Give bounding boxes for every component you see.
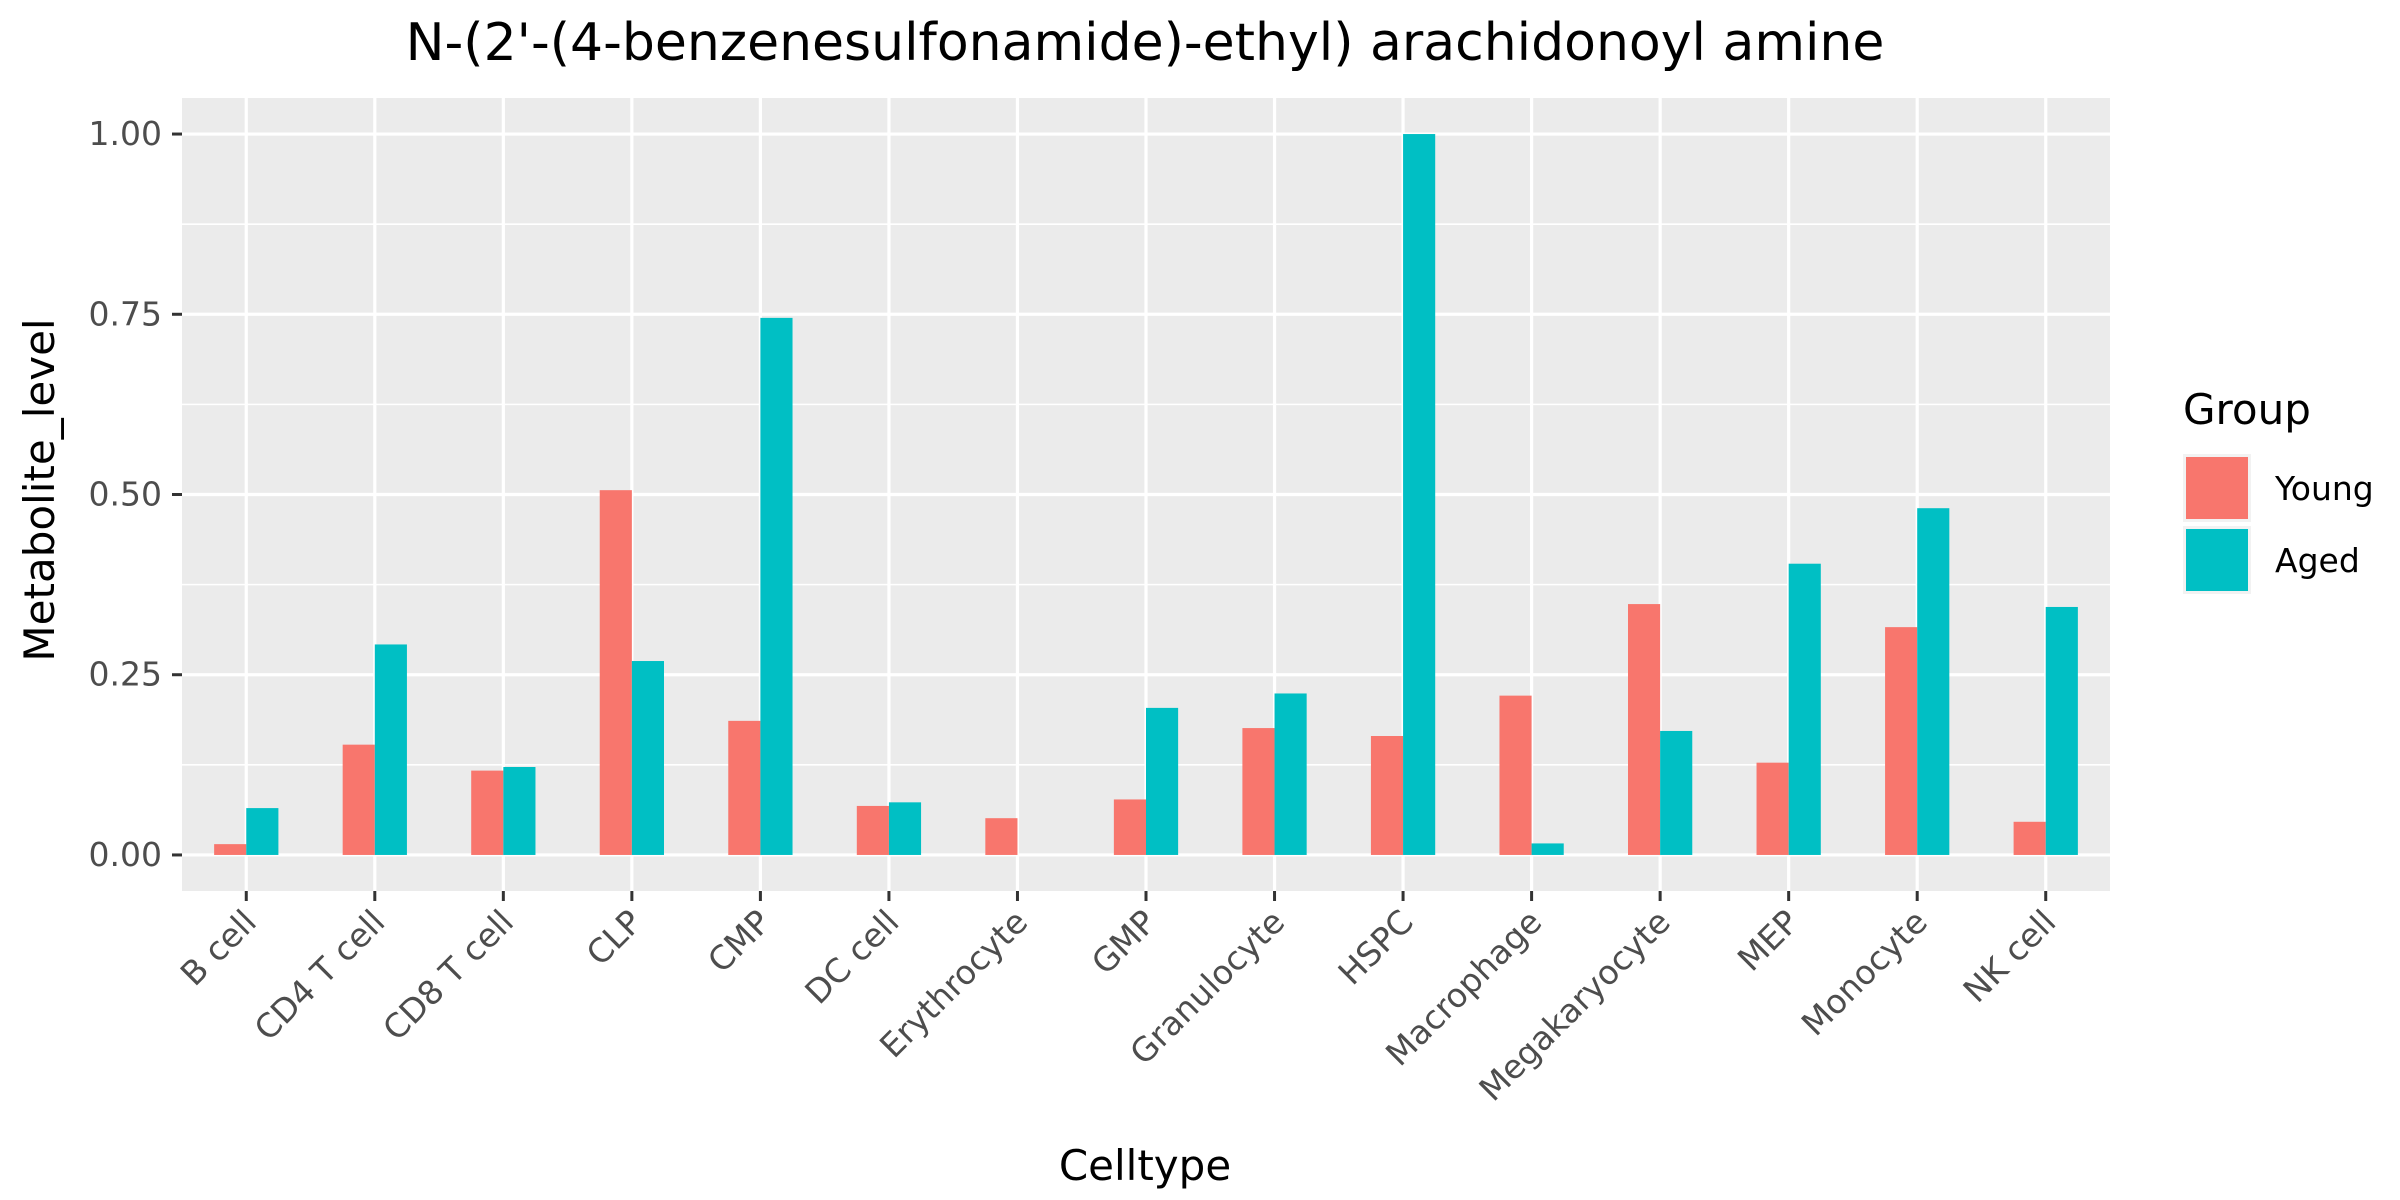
bar-aged-macrophage	[1531, 843, 1564, 855]
bar-young-cmp	[728, 720, 761, 855]
bar-young-erythrocyte	[985, 818, 1018, 855]
x-tick-label: Monocyte	[1794, 902, 1935, 1043]
x-axis-title: Celltype	[1059, 1141, 1231, 1190]
bar-aged-nk-cell	[2045, 606, 2078, 855]
y-tick-label: 0.25	[89, 655, 162, 694]
y-tick-label: 1.00	[89, 114, 162, 153]
bar-young-nk-cell	[2013, 821, 2046, 855]
bar-aged-b-cell	[246, 808, 279, 855]
bar-young-mep	[1756, 762, 1789, 855]
legend: Group Young Aged	[2183, 385, 2374, 594]
x-tick-label: NK cell	[1955, 902, 2063, 1010]
bar-young-macrophage	[1499, 695, 1532, 855]
x-tick-label: B cell	[173, 902, 264, 993]
bar-young-granulocyte	[1242, 728, 1275, 855]
y-tick-label: 0.50	[89, 475, 162, 514]
bar-young-b-cell	[214, 844, 247, 855]
bar-aged-hspc	[1403, 134, 1436, 855]
bar-young-cd4-t-cell	[342, 744, 375, 855]
bar-aged-cd8-t-cell	[503, 767, 536, 855]
bar-aged-mep	[1788, 563, 1821, 855]
bar-young-clp	[599, 490, 632, 855]
legend-swatch-young	[2186, 457, 2248, 519]
bar-young-hspc	[1370, 736, 1404, 855]
y-axis-title: Metabolite_level	[15, 318, 64, 661]
y-tick-label: 0.00	[89, 835, 162, 874]
bar-young-dc-cell	[856, 805, 889, 855]
bar-aged-monocyte	[1917, 508, 1950, 855]
bar-young-cd8-t-cell	[471, 770, 504, 855]
legend-swatch-aged	[2186, 529, 2248, 591]
x-tick-label: DC cell	[797, 902, 906, 1011]
y-tick-label: 0.75	[89, 294, 162, 333]
x-tick-label: CD4 T cell	[247, 902, 393, 1048]
x-tick-label: CD8 T cell	[375, 902, 521, 1048]
legend-title: Group	[2183, 385, 2311, 434]
bar-aged-clp	[631, 661, 664, 855]
x-tick-label: MEP	[1730, 902, 1807, 979]
bar-aged-megakaryocyte	[1660, 730, 1693, 855]
bar-aged-dc-cell	[888, 802, 922, 855]
bar-young-monocyte	[1885, 627, 1918, 855]
bars	[214, 134, 2078, 855]
x-tick-label: GMP	[1084, 902, 1164, 982]
bar-aged-cd4-t-cell	[374, 644, 407, 855]
legend-label-aged: Aged	[2275, 541, 2360, 580]
bar-young-gmp	[1113, 799, 1146, 855]
bar-aged-cmp	[760, 317, 793, 855]
bar-aged-granulocyte	[1274, 693, 1307, 855]
bar-aged-gmp	[1146, 707, 1179, 855]
x-tick-label: CMP	[700, 902, 778, 980]
chart-title: N-(2'-(4-benzenesulfonamide)-ethyl) arac…	[406, 13, 1885, 73]
legend-label-young: Young	[2274, 469, 2374, 508]
bar-young-megakaryocyte	[1628, 604, 1661, 855]
x-tick-label: HSPC	[1330, 902, 1420, 992]
x-tick-label: CLP	[579, 902, 650, 973]
